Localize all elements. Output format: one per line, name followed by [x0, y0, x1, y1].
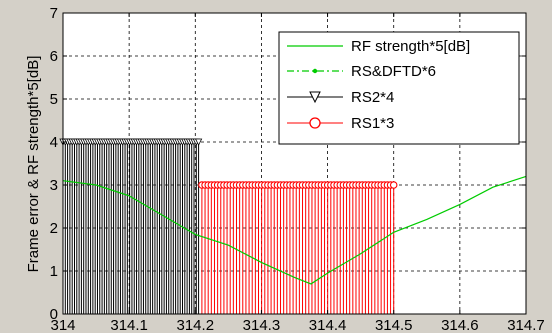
- legend-entry-rf-strength: RF strength*5[dB]: [287, 38, 470, 55]
- x-tick-label-5: 314.5: [375, 317, 413, 333]
- legend-entry-rs-dftd: RS&DFTD*6: [287, 63, 436, 80]
- x-tick-label-2: 314.2: [177, 317, 215, 333]
- rf-strength-series: [62, 175, 527, 285]
- y-tick-label-3: 3: [50, 177, 58, 194]
- x-tick-label-6: 314.6: [441, 317, 479, 333]
- legend-label-rf-strength: RF strength*5[dB]: [351, 38, 470, 55]
- rs1-stems: [198, 181, 398, 314]
- legend-label-rs-dftd: RS&DFTD*6: [351, 63, 436, 80]
- x-tick-label-0: 314: [50, 317, 75, 333]
- legend-entry-rs1: RS1*3: [287, 115, 394, 132]
- y-tick-label-6: 6: [50, 48, 58, 65]
- rs2-marker: [194, 138, 203, 146]
- y-tick-label-7: 7: [50, 5, 58, 22]
- y-tick-labels: 0 1 2 3 4 5 6 7: [50, 5, 58, 323]
- x-tick-label-4: 314.4: [309, 317, 347, 333]
- legend-label-rs1: RS1*3: [351, 115, 394, 132]
- axis-ticks: [62, 12, 527, 315]
- x-tick-label-7: 314.7: [507, 317, 545, 333]
- y-tick-label-4: 4: [50, 134, 58, 151]
- legend: RF strength*5[dB] RS&DFTD*6 RS2*4 RS1*3: [278, 31, 520, 145]
- y-tick-label-0: 0: [50, 306, 58, 323]
- x-tick-label-3: 314.3: [243, 317, 281, 333]
- y-tick-label-1: 1: [50, 263, 58, 280]
- y-tick-label-5: 5: [50, 91, 58, 108]
- legend-label-rs2: RS2*4: [351, 89, 394, 106]
- x-tick-label-1: 314.1: [110, 317, 148, 333]
- rs1-marker: [389, 181, 398, 189]
- y-tick-label-2: 2: [50, 220, 58, 237]
- x-tick-labels: 314 314.1 314.2 314.3 314.4 314.5 314.6 314.7: [50, 317, 544, 333]
- legend-entry-rs2: RS2*4: [287, 89, 394, 106]
- rf-strength-line: [62, 175, 527, 285]
- plot-frame: [62, 12, 527, 315]
- y-axis-label: Frame error & RF strength*5[dB]: [25, 56, 42, 273]
